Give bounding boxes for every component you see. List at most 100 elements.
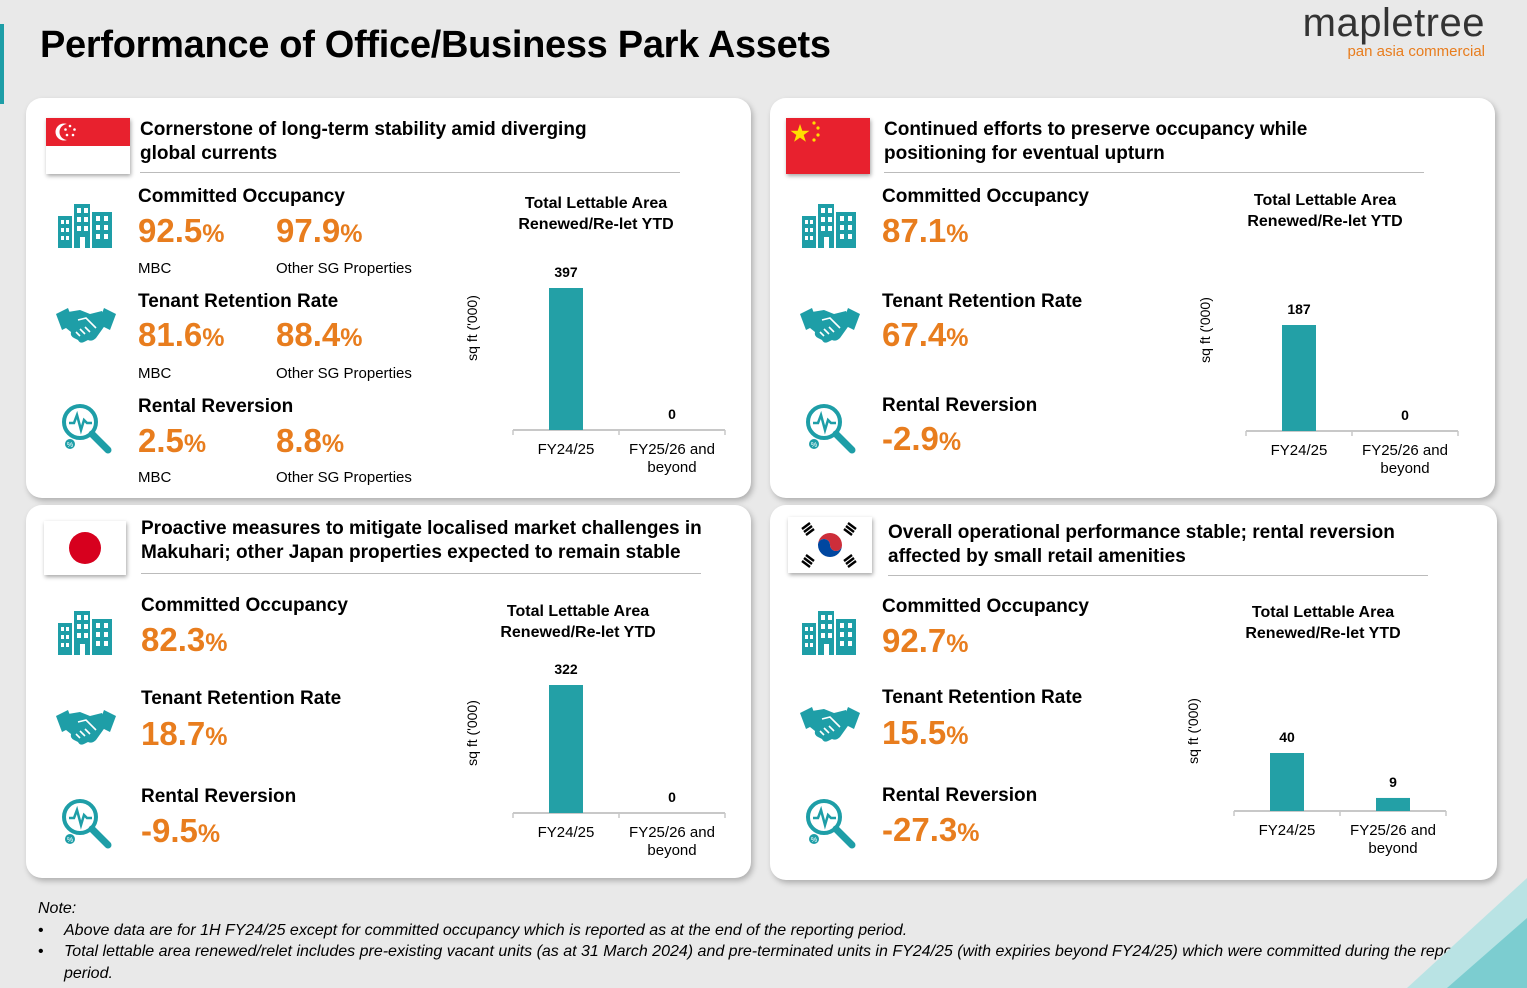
committed-occupancy-label: Committed Occupancy bbox=[141, 595, 348, 616]
tenant-retention-label: Tenant Retention Rate bbox=[138, 291, 339, 312]
committed-occupancy-value: 92.7% bbox=[882, 622, 969, 659]
company-logo: mapletree pan asia commercial bbox=[1303, 2, 1485, 60]
panel-heading: Cornerstone of long-term stability amid … bbox=[140, 119, 587, 164]
rental-reversion-other-value: 8.8% bbox=[276, 422, 345, 459]
title-accent-bar bbox=[0, 24, 4, 104]
x-tick-label: FY25/26 and bbox=[629, 824, 715, 841]
x-tick-label: beyond bbox=[647, 842, 696, 859]
tenant-retention-other-value: 88.4% bbox=[276, 316, 363, 353]
japan-flag-icon bbox=[44, 521, 126, 575]
other-sg-properties-label: Other SG Properties bbox=[276, 365, 412, 382]
svg-text:%: % bbox=[67, 442, 73, 449]
committed-occupancy-label: Committed Occupancy bbox=[882, 186, 1089, 207]
svg-text:%: % bbox=[811, 442, 817, 449]
committed-occupancy-value: 87.1% bbox=[882, 212, 969, 249]
magnifier-chart-icon: % bbox=[56, 400, 116, 456]
footnotes: Note: Above data are for 1H FY24/25 exce… bbox=[38, 898, 1498, 984]
x-tick-label: beyond bbox=[647, 459, 696, 476]
bar bbox=[1282, 325, 1316, 431]
committed-occupancy-label: Committed Occupancy bbox=[882, 596, 1089, 617]
rental-reversion-label: Rental Reversion bbox=[882, 395, 1038, 416]
tenant-retention-mbc-value: 81.6% bbox=[138, 316, 225, 353]
heading-divider bbox=[140, 172, 680, 173]
notes-heading: Note: bbox=[38, 900, 77, 917]
mbc-label: MBC bbox=[138, 365, 172, 382]
corner-decoration bbox=[1407, 878, 1527, 988]
heading-divider bbox=[884, 172, 1424, 173]
chart-title: Total Lettable Area Renewed/Re-let YTD bbox=[518, 195, 674, 233]
page-title: Performance of Office/Business Park Asse… bbox=[40, 24, 831, 66]
korea-flag-icon bbox=[788, 517, 872, 573]
bar bbox=[1270, 753, 1304, 811]
chart-title: Total Lettable Area Renewed/Re-let YTD bbox=[1245, 604, 1401, 642]
x-tick-label: FY24/25 bbox=[538, 824, 595, 841]
heading-divider bbox=[888, 575, 1428, 576]
x-tick-label: FY25/26 and bbox=[1362, 442, 1448, 459]
y-axis-label: sq ft ('000) bbox=[464, 295, 480, 361]
tenant-retention-value: 18.7% bbox=[141, 715, 228, 752]
x-tick-label: FY25/26 and bbox=[1350, 822, 1436, 839]
svg-text:%: % bbox=[811, 837, 817, 844]
data-label: 9 bbox=[1389, 774, 1397, 790]
rental-reversion-label: Rental Reversion bbox=[141, 786, 297, 807]
magnifier-chart-icon: % bbox=[56, 795, 116, 851]
rental-reversion-label: Rental Reversion bbox=[138, 396, 294, 417]
singapore-flag-icon bbox=[46, 118, 130, 174]
korea-panel: Overall operational performance stable; … bbox=[770, 505, 1497, 880]
building-icon bbox=[800, 198, 860, 254]
building-icon bbox=[56, 605, 116, 661]
handshake-icon bbox=[56, 298, 116, 354]
panel-heading: Proactive measures to mitigate localised… bbox=[141, 518, 702, 563]
rental-reversion-value: -9.5% bbox=[141, 812, 221, 849]
rental-reversion-mbc-value: 2.5% bbox=[138, 422, 207, 459]
x-tick-label: beyond bbox=[1368, 840, 1417, 857]
mbc-label: MBC bbox=[138, 260, 172, 277]
handshake-icon bbox=[56, 700, 116, 756]
committed-occupancy-value: 82.3% bbox=[141, 621, 228, 658]
y-axis-label: sq ft ('000) bbox=[464, 700, 480, 766]
y-axis-label: sq ft ('000) bbox=[1185, 698, 1201, 764]
bar bbox=[549, 288, 583, 430]
x-tick-label: FY25/26 and bbox=[629, 441, 715, 458]
other-sg-properties-label: Other SG Properties bbox=[276, 260, 412, 277]
china-flag-icon bbox=[786, 118, 870, 174]
chart-title: Total Lettable Area Renewed/Re-let YTD bbox=[1247, 192, 1403, 230]
x-tick-label: FY24/25 bbox=[1259, 822, 1316, 839]
panel-heading: Overall operational performance stable; … bbox=[888, 522, 1395, 567]
building-icon bbox=[800, 605, 860, 661]
committed-occupancy-label: Committed Occupancy bbox=[138, 186, 345, 207]
rental-reversion-value: -27.3% bbox=[882, 811, 980, 848]
data-label: 187 bbox=[1287, 301, 1311, 317]
note-item: Above data are for 1H FY24/25 except for… bbox=[38, 920, 1498, 942]
note-item: Total lettable area renewed/relet includ… bbox=[38, 941, 1498, 984]
y-axis-label: sq ft ('000) bbox=[1197, 297, 1213, 363]
logo-tagline: pan asia commercial bbox=[1347, 43, 1485, 60]
svg-text:%: % bbox=[67, 837, 73, 844]
magnifier-chart-icon: % bbox=[800, 400, 860, 456]
logo-wordmark: mapletree bbox=[1302, 1, 1485, 45]
tenant-retention-value: 67.4% bbox=[882, 316, 969, 353]
x-tick-label: FY24/25 bbox=[538, 441, 595, 458]
data-label: 0 bbox=[668, 789, 676, 805]
data-label: 322 bbox=[554, 661, 578, 677]
bar bbox=[549, 685, 583, 813]
tenant-retention-label: Tenant Retention Rate bbox=[882, 291, 1083, 312]
handshake-icon bbox=[800, 298, 860, 354]
tenant-retention-label: Tenant Retention Rate bbox=[141, 688, 342, 709]
data-label: 40 bbox=[1279, 729, 1295, 745]
tenant-retention-label: Tenant Retention Rate bbox=[882, 687, 1083, 708]
mbc-label: MBC bbox=[138, 469, 172, 486]
other-sg-properties-label: Other SG Properties bbox=[276, 469, 412, 486]
tenant-retention-value: 15.5% bbox=[882, 714, 969, 751]
rental-reversion-label: Rental Reversion bbox=[882, 785, 1038, 806]
building-icon bbox=[56, 198, 116, 254]
rental-reversion-value: -2.9% bbox=[882, 420, 962, 457]
data-label: 0 bbox=[668, 406, 676, 422]
committed-occupancy-other-value: 97.9% bbox=[276, 212, 363, 249]
heading-divider bbox=[141, 573, 701, 574]
committed-occupancy-mbc-value: 92.5% bbox=[138, 212, 225, 249]
